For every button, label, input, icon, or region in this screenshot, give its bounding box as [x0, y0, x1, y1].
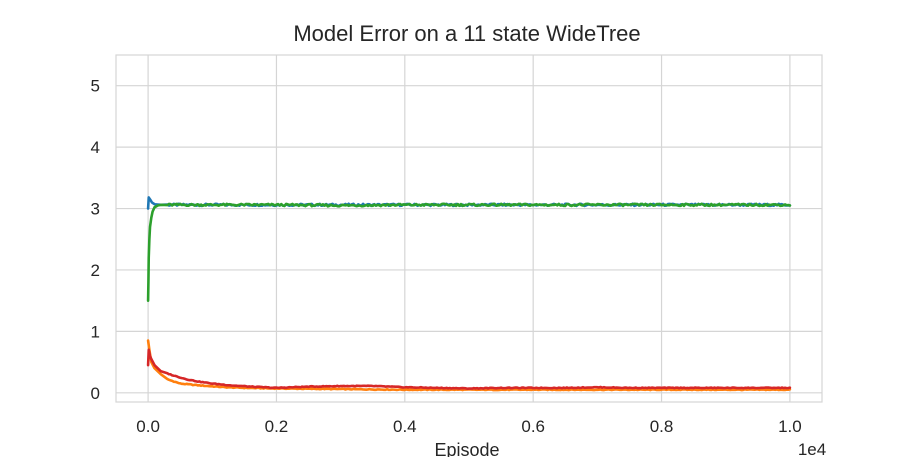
- y-tick-label: 2: [91, 261, 100, 280]
- series-line-4: [146, 348, 792, 391]
- x-tick-label: 1.0: [778, 417, 802, 436]
- x-tick-label: 0.0: [136, 417, 160, 436]
- x-tick-label: 0.6: [521, 417, 545, 436]
- x-axis-label: Episode: [434, 440, 499, 457]
- y-tick-label: 4: [91, 138, 100, 157]
- chart-title: Model Error on a 11 state WideTree: [293, 21, 640, 46]
- x-axis-scale-label: 1e4: [798, 440, 826, 457]
- x-tick-label: 0.2: [265, 417, 289, 436]
- y-tick-label: 3: [91, 200, 100, 219]
- x-tick-label: 0.8: [650, 417, 674, 436]
- series-line-3: [146, 202, 792, 302]
- y-tick-label: 5: [91, 77, 100, 96]
- plot-frame: [115, 54, 823, 403]
- x-tick-label: 0.4: [393, 417, 417, 436]
- y-tick-label: 1: [91, 322, 100, 341]
- grid: [116, 55, 822, 402]
- series-line-2: [146, 339, 792, 392]
- tick-labels: 0.0 0.2 0.4 0.6 0.8 1.0 0 1 2 3 4 5: [91, 77, 802, 436]
- series-layer: [146, 196, 792, 392]
- y-tick-label: 0: [91, 384, 100, 403]
